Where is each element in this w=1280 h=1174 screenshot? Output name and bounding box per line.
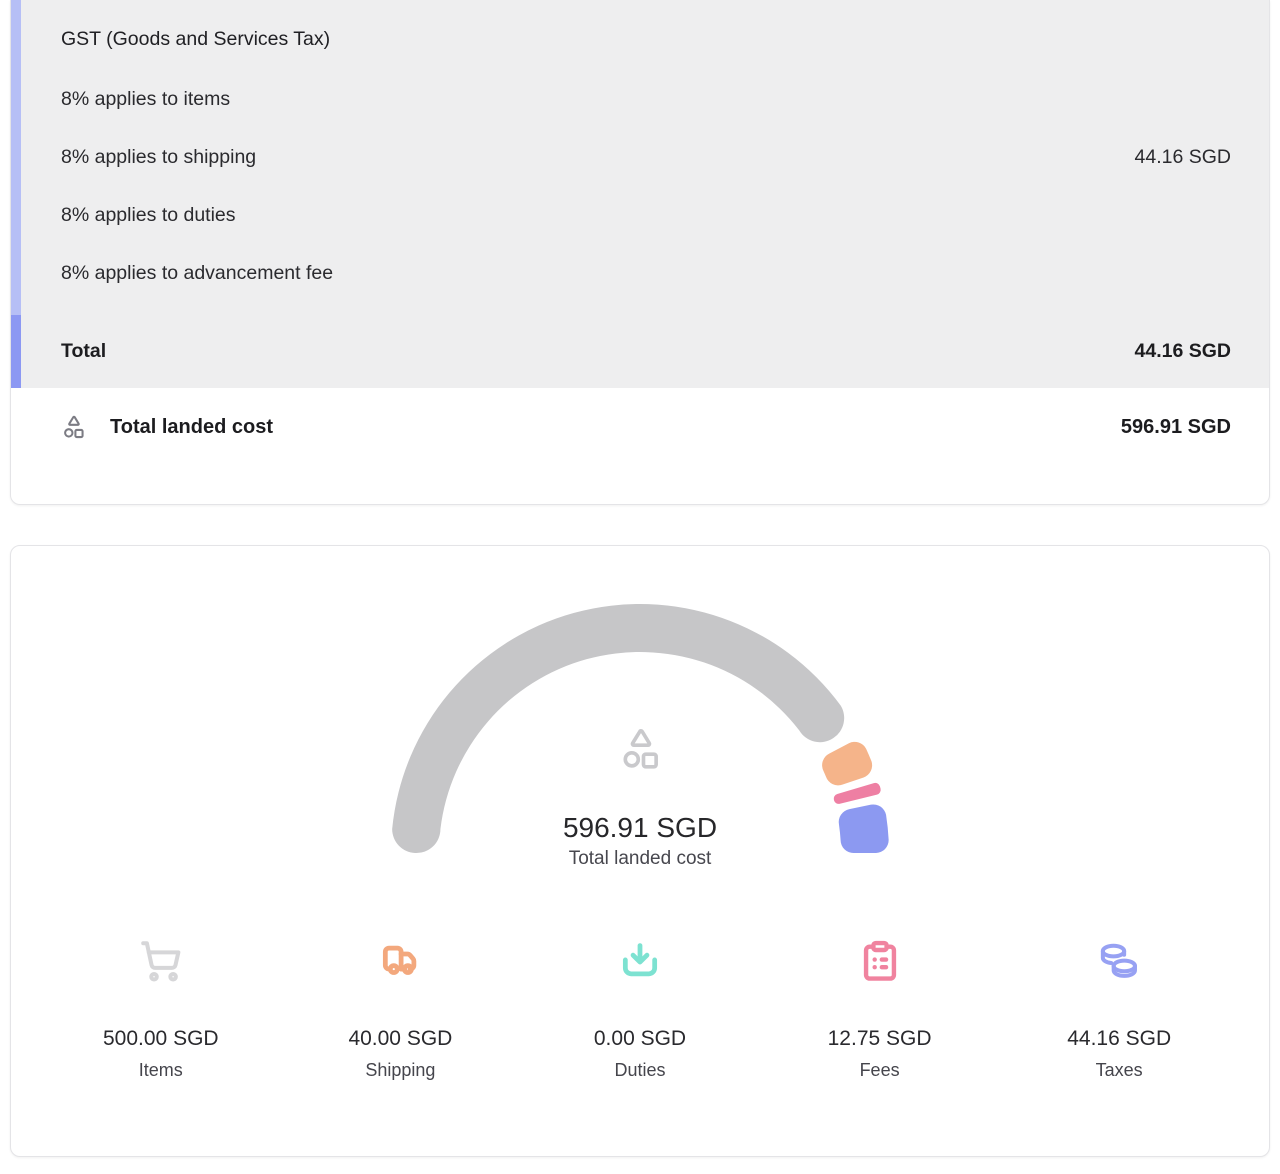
gauge-segment-fees <box>833 782 881 804</box>
tax-line-value: 44.16 SGD <box>1134 145 1231 168</box>
tax-line-label: 8% applies to advancement fee <box>61 261 334 284</box>
legend-amount: 40.00 SGD <box>348 1027 453 1050</box>
legend-amount: 12.75 SGD <box>827 1027 932 1050</box>
cost-breakdown-card: GST (Goods and Services Tax) 8% applies … <box>10 0 1270 505</box>
tax-line-duties: 8% applies to duties <box>61 186 1231 244</box>
shapes-icon <box>61 414 87 440</box>
gauge-segment-shipping <box>822 741 873 786</box>
shopping-cart-icon <box>140 941 181 982</box>
tax-detail-panel: GST (Goods and Services Tax) 8% applies … <box>11 0 1269 388</box>
tax-line-label: 8% applies to duties <box>61 203 236 226</box>
gauge-segment-taxes <box>838 804 889 854</box>
chart-legend: 500.00 SGD Items 40.00 SGD Shipping <box>41 939 1239 1081</box>
tax-line-label: 8% applies to items <box>61 87 231 110</box>
legend-name: Taxes <box>1095 1060 1143 1080</box>
legend-item-fees: 12.75 SGD Fees <box>760 939 1000 1081</box>
legend-name: Shipping <box>365 1060 436 1080</box>
legend-name: Items <box>138 1060 183 1080</box>
tax-line-items: 8% applies to items <box>61 70 1231 128</box>
total-landed-cost-row[interactable]: Total landed cost 596.91 SGD <box>11 388 1269 440</box>
legend-name: Fees <box>859 1060 900 1080</box>
landed-cost-chart-card: 596.91 SGD Total landed cost 500.00 SGD … <box>10 545 1270 1157</box>
legend-amount: 44.16 SGD <box>1067 1027 1172 1050</box>
tax-line-advancement-fee: 8% applies to advancement fee <box>61 244 1231 302</box>
gauge-segment-items <box>392 604 845 854</box>
gauge-chart <box>392 604 889 854</box>
accent-bar-section <box>11 0 21 315</box>
legend-item-duties: 0.00 SGD Duties <box>520 939 760 1081</box>
total-landed-cost-value: 596.91 SGD <box>1120 415 1231 438</box>
total-landed-cost-label: Total landed cost <box>110 415 273 438</box>
legend-item-shipping: 40.00 SGD Shipping <box>281 939 521 1081</box>
clipboard-list-icon <box>863 940 896 981</box>
legend-amount: 0.00 SGD <box>593 1027 687 1050</box>
tax-line-shipping: 8% applies to shipping 44.16 SGD <box>61 128 1231 186</box>
tax-line-label: 8% applies to shipping <box>61 145 257 168</box>
legend-amount: 500.00 SGD <box>103 1027 219 1050</box>
tax-total-value: 44.16 SGD <box>1134 339 1231 362</box>
tax-total-label: Total <box>61 339 107 362</box>
legend-item-taxes: 44.16 SGD Taxes <box>999 939 1239 1081</box>
coins-icon <box>1101 943 1138 978</box>
download-icon <box>622 943 658 977</box>
legend-item-items: 500.00 SGD Items <box>41 939 281 1081</box>
tax-section-title: GST (Goods and Services Tax) <box>61 27 331 50</box>
accent-bar-total <box>11 315 21 388</box>
tax-title-row: GST (Goods and Services Tax) <box>61 0 1231 70</box>
legend-name: Duties <box>614 1060 666 1080</box>
truck-icon <box>383 945 417 975</box>
tax-total-row: Total 44.16 SGD <box>61 302 1231 388</box>
